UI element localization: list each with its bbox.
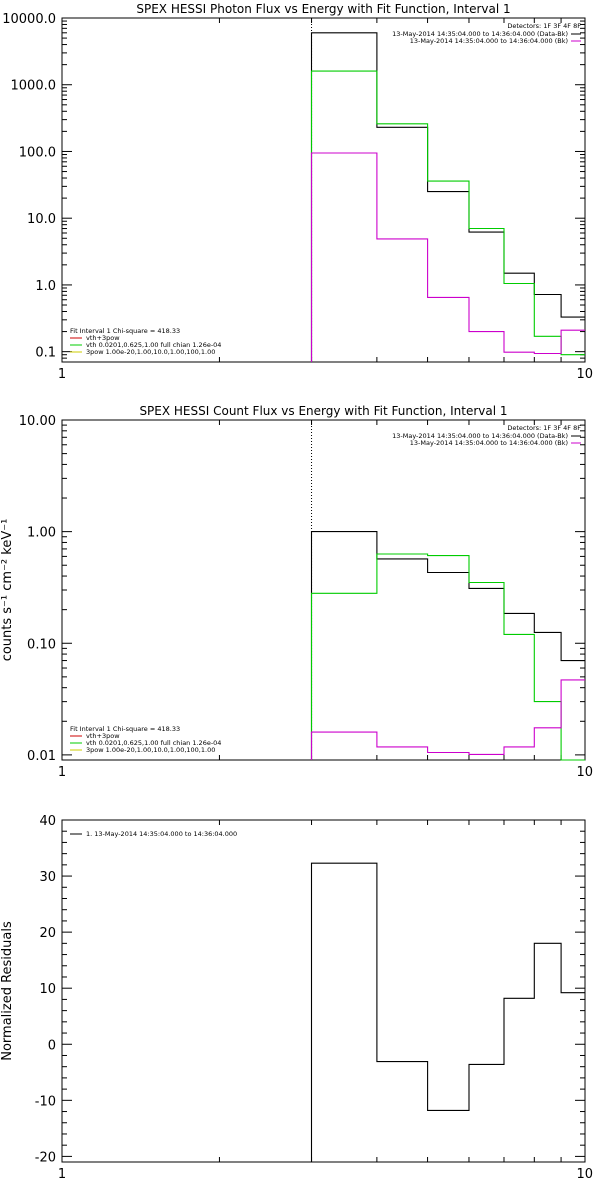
- y-tick-label: 0.1: [35, 346, 56, 361]
- chart-title: SPEX HESSI Count Flux vs Energy with Fit…: [139, 404, 507, 418]
- plot-frame: [61, 819, 586, 1163]
- x-tick-label: 1: [58, 1167, 66, 1182]
- legend-entry: 13-May-2014 14:35:04.000 to 14:36:04.000…: [410, 439, 568, 447]
- plot-frame: [61, 17, 586, 363]
- y-tick-label: 40: [39, 814, 56, 829]
- y-tick-label: 1000.0: [11, 79, 57, 94]
- plot-frame: [61, 419, 586, 761]
- fit-legend-entry: vth+3pow: [86, 732, 120, 740]
- y-tick-label: 30: [39, 870, 56, 885]
- series-line-0: [310, 862, 585, 1162]
- x-tick-label: 10: [576, 765, 593, 780]
- legend-entry: 13-May-2014 14:35:04.000 to 14:36:04.000…: [410, 37, 568, 45]
- photon-flux-panel: SPEX HESSI Photon Flux vs Energy with Fi…: [2, 2, 593, 382]
- y-tick-label: 0.10: [27, 637, 56, 652]
- y-tick-label: -20: [35, 1150, 56, 1165]
- series-line-0: [310, 531, 585, 760]
- series-line-2: [310, 679, 585, 760]
- x-tick-label: 1: [58, 765, 66, 780]
- y-tick-label: 0: [48, 1038, 56, 1053]
- fit-legend-entry: vth+3pow: [86, 334, 120, 342]
- y-tick-label: 100.0: [19, 145, 56, 160]
- fit-legend-title: Fit Interval 1 Chi-square = 418.33: [70, 725, 180, 733]
- x-tick-label: 10: [576, 1167, 593, 1182]
- series-line-1: [310, 70, 585, 362]
- fit-legend-entry: vth 0.0201,0.625,1.00 full chian 1.26e-0…: [86, 341, 221, 349]
- y-axis-label: counts s⁻¹ cm⁻² keV⁻¹: [0, 519, 15, 662]
- legend-title: Detectors: 1F 3F 4F 8F: [507, 22, 581, 30]
- chart-title: SPEX HESSI Photon Flux vs Energy with Fi…: [136, 2, 510, 16]
- legend-entry: 13-May-2014 14:35:04.000 to 14:36:04.000…: [392, 432, 568, 440]
- legend-entry: 13-May-2014 14:35:04.000 to 14:36:04.000…: [392, 30, 568, 38]
- series-line-0: [310, 32, 585, 362]
- y-tick-label: 10.0: [27, 212, 56, 227]
- y-axis-label: Normalized Residuals: [0, 921, 15, 1061]
- y-tick-label: 10000.0: [2, 12, 56, 27]
- y-tick-label: -10: [35, 1094, 56, 1109]
- x-tick-label: 1: [58, 367, 66, 382]
- x-tick-label: 10: [576, 367, 593, 382]
- fit-legend-entry: 3pow 1.00e-20,1.00,10.0,1.00,100,1.00: [86, 348, 215, 356]
- series-line-1: [310, 553, 585, 761]
- series-line-2: [310, 152, 585, 362]
- y-tick-label: 1.0: [35, 279, 56, 294]
- y-tick-label: 20: [39, 926, 56, 941]
- fit-legend-entry: vth 0.0201,0.625,1.00 full chian 1.26e-0…: [86, 739, 221, 747]
- fit-legend-entry: 3pow 1.00e-20,1.00,10.0,1.00,100,1.00: [86, 746, 215, 754]
- legend-entry: 1. 13-May-2014 14:35:04.000 to 14:36:04.…: [86, 830, 237, 838]
- y-tick-label: 10.00: [19, 414, 56, 429]
- residuals-panel: Normalized Residuals 1 10 -20 -10 0 10 20 30 40 1.…: [0, 814, 593, 1182]
- legend-title: Detectors: 1F 3F 4F 8F: [507, 424, 581, 432]
- y-tick-label: 10: [39, 982, 56, 997]
- y-tick-label: 0.01: [27, 749, 56, 764]
- y-tick-label: 1.00: [27, 526, 56, 541]
- count-flux-panel: SPEX HESSI Count Flux vs Energy with Fit…: [0, 404, 593, 780]
- fit-legend-title: Fit Interval 1 Chi-square = 418.33: [70, 327, 180, 335]
